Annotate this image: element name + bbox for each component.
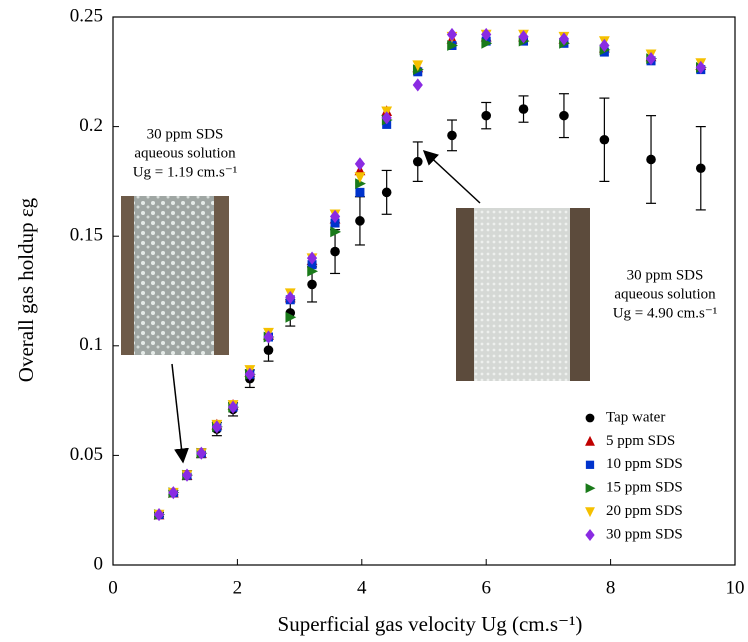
legend-marker [585,483,596,494]
annotation: 30 ppm SDS [147,126,224,142]
y-tick-label: 0.05 [70,444,103,465]
legend-label: Tap water [606,409,665,425]
point [645,52,657,66]
annotation: aqueous solution [134,145,236,161]
point [153,507,165,522]
point [196,446,207,460]
point [330,226,342,238]
point [354,157,366,171]
legend-marker [585,507,595,518]
point [307,265,319,277]
arrow [171,363,189,464]
point [381,111,392,125]
point [446,27,458,42]
point [168,486,179,500]
annotation: Ug = 4.90 cm.s⁻¹ [613,305,718,321]
point [518,104,529,114]
point [306,251,318,265]
point [599,38,610,53]
plot-frame [112,16,736,566]
annotation: 30 ppm SDS [627,267,704,283]
point [412,60,424,72]
x-tick-label: 0 [108,577,118,598]
legend-marker [585,413,595,423]
legend-marker [585,528,595,542]
y-tick-label: 0 [94,553,104,574]
point [481,110,492,121]
point [412,78,423,92]
point [307,279,317,290]
point [381,187,392,198]
point [695,163,706,174]
point [559,110,569,121]
point [211,420,222,434]
x-axis-title: Superficial gas velocity Ug (cm.s⁻¹) [278,612,583,636]
legend-label: 10 ppm SDS [606,456,683,472]
annotation: aqueous solution [614,286,716,302]
photo-left [121,196,229,355]
point [447,130,457,141]
point [227,400,239,414]
x-tick-label: 10 [726,577,745,598]
point [447,40,458,51]
point [244,367,255,381]
point [285,290,296,305]
point [285,311,297,323]
point [355,216,365,226]
legend-label: 30 ppm SDS [606,526,683,542]
legend-label: 5 ppm SDS [606,433,675,449]
point [263,345,274,355]
point [646,154,656,165]
x-tick-label: 6 [481,577,491,598]
y-tick-label: 0.2 [79,115,103,136]
legend-marker [585,460,595,469]
y-tick-label: 0.1 [79,334,103,355]
arrow [422,149,481,204]
point [354,172,366,184]
point [695,60,706,75]
y-axis-title: Overall gas holdup εg [14,197,38,382]
x-tick-label: 2 [233,577,243,598]
point [181,468,193,482]
legend-marker [585,435,595,446]
point [330,246,340,257]
photo-right [456,208,590,381]
y-tick-label: 0.15 [70,225,103,246]
point [329,209,341,224]
point [355,187,365,197]
point [481,37,493,49]
point [263,330,274,344]
x-tick-label: 8 [606,577,616,598]
point [558,32,570,46]
point [518,30,529,44]
annotation: Ug = 1.19 cm.s⁻¹ [133,164,238,180]
point [599,134,610,145]
x-tick-label: 4 [357,577,367,598]
point [412,156,423,167]
y-tick-label: 0.25 [70,5,103,26]
legend-label: 20 ppm SDS [606,503,683,519]
point [355,178,366,189]
point [481,27,492,42]
legend-label: 15 ppm SDS [606,480,683,496]
